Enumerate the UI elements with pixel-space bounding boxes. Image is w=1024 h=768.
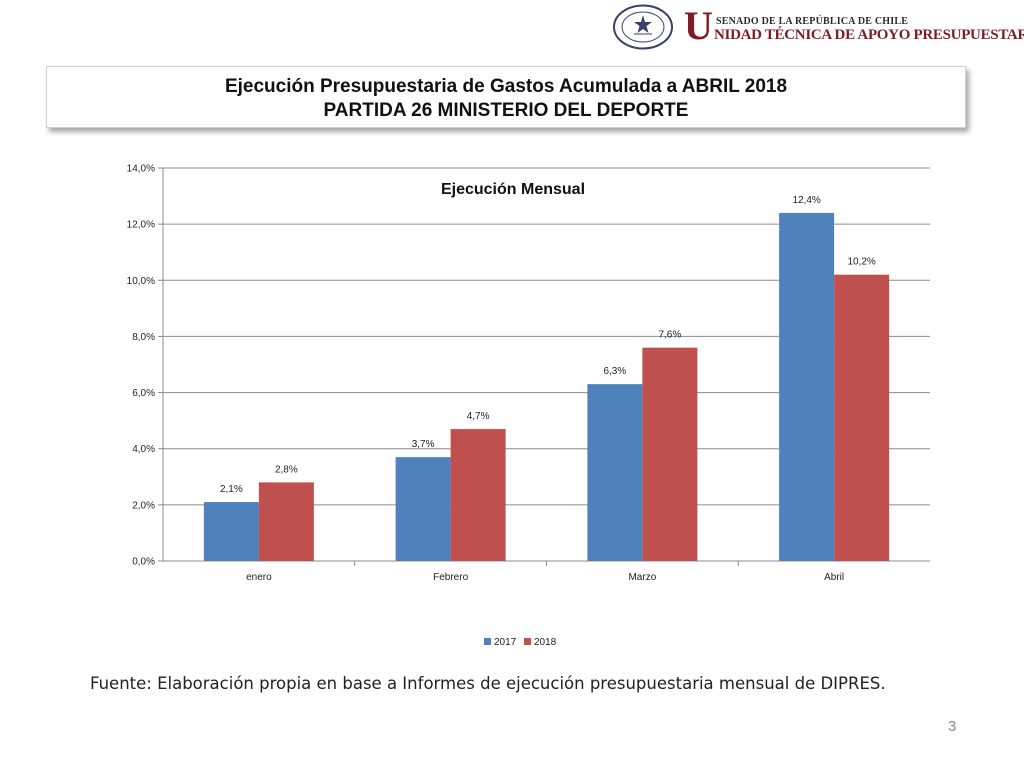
slide-title-line1: Ejecución Presupuestaria de Gastos Acumu… — [224, 76, 788, 97]
brand-wordmark: U SENADO DE LA REPÚBLICA DE CHILE NIDAD … — [684, 6, 1024, 46]
y-tick-label: 12,0% — [127, 220, 155, 231]
y-tick-label: 4,0% — [132, 444, 155, 455]
bar-2017-enero — [203, 502, 259, 561]
legend-label-2017: 2017 — [494, 637, 517, 648]
chart-title: Ejecución Mensual — [441, 181, 585, 198]
y-tick-label: 6,0% — [132, 388, 155, 399]
x-tick-label: enero — [246, 572, 272, 583]
y-tick-label: 0,0% — [132, 557, 155, 568]
x-tick-label: Febrero — [433, 572, 468, 583]
brand-unit-name: NIDAD TÉCNICA DE APOYO PRESUPUESTARIO — [714, 27, 1024, 43]
data-label: 7,6% — [658, 330, 681, 341]
data-label: 4,7% — [467, 411, 490, 422]
y-tick-label: 2,0% — [132, 500, 155, 511]
legend-label-2018: 2018 — [534, 637, 557, 648]
bar-2017-marzo — [587, 384, 643, 561]
legend-swatch-2018 — [524, 638, 531, 645]
brand-senate-name: SENADO DE LA REPÚBLICA DE CHILE — [716, 16, 909, 27]
bar-2017-abril — [779, 212, 835, 561]
bar-2018-marzo — [642, 347, 698, 561]
slide-title-line2: PARTIDA 26 MINISTERIO DEL DEPORTE — [323, 100, 689, 121]
bar-2018-abril — [834, 274, 890, 561]
x-tick-label: Marzo — [628, 572, 656, 583]
y-tick-label: 8,0% — [132, 332, 155, 343]
source-note: Fuente: Elaboración propia en base a Inf… — [90, 674, 886, 693]
page-number: 3 — [948, 718, 957, 735]
legend-swatch-2017 — [484, 638, 491, 645]
bar-2018-enero — [258, 482, 314, 561]
data-label: 2,1% — [220, 484, 243, 495]
slide-title-box: Ejecución Presupuestaria de Gastos Acumu… — [46, 66, 966, 128]
data-label: 2,8% — [275, 464, 298, 475]
x-tick-label: Abril — [824, 572, 844, 583]
data-label: 3,7% — [412, 439, 435, 450]
brand-initial: U — [684, 3, 713, 48]
y-tick-label: 10,0% — [127, 276, 155, 287]
data-label: 6,3% — [603, 366, 626, 377]
senate-seal-logo — [613, 4, 673, 50]
data-label: 12,4% — [792, 195, 820, 206]
bar-2018-febrero — [450, 429, 506, 561]
bar-2017-febrero — [395, 457, 451, 561]
data-label: 10,2% — [847, 257, 875, 268]
y-tick-label: 14,0% — [127, 164, 155, 175]
